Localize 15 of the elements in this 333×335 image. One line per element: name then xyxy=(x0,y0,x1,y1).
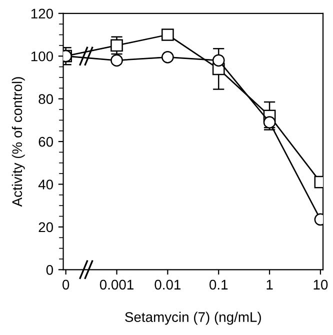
y-tick-label: 60 xyxy=(38,136,54,147)
y-tick-label: 0 xyxy=(46,265,54,275)
y-axis-title: Activity (% of control) xyxy=(12,77,25,207)
x-tick-label: 0 xyxy=(62,280,70,290)
x-tick-label: 10 xyxy=(314,280,328,290)
x-tick-label: 0.1 xyxy=(209,280,228,290)
y-tick-label: 100 xyxy=(31,51,54,62)
y-tick-label: 80 xyxy=(38,94,54,104)
y-tick-label: 20 xyxy=(38,222,54,232)
y-tick-label: 120 xyxy=(31,8,54,19)
x-tick-label: 1 xyxy=(266,280,273,290)
x-axis-title: Setamycin (7) (ng/mL) xyxy=(125,312,261,325)
x-tick-label: 0.001 xyxy=(100,280,134,290)
x-tick-label: 0.01 xyxy=(154,280,181,290)
y-tick-label: 40 xyxy=(38,180,54,190)
